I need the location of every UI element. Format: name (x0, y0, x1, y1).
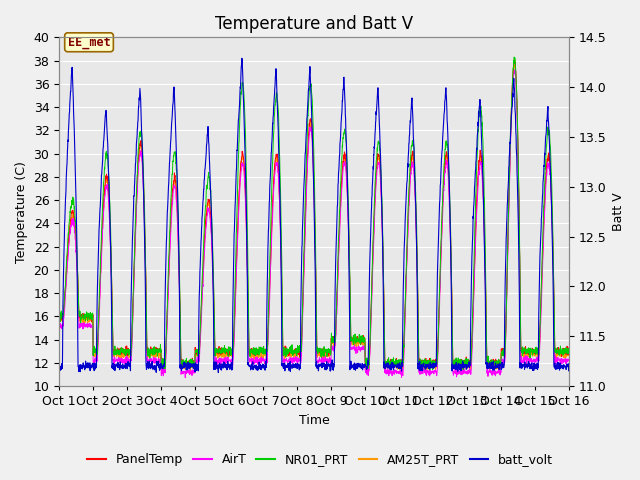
Y-axis label: Temperature (C): Temperature (C) (15, 161, 28, 263)
Title: Temperature and Batt V: Temperature and Batt V (215, 15, 413, 33)
Legend: PanelTemp, AirT, NR01_PRT, AM25T_PRT, batt_volt: PanelTemp, AirT, NR01_PRT, AM25T_PRT, ba… (82, 448, 558, 471)
X-axis label: Time: Time (299, 414, 330, 427)
Y-axis label: Batt V: Batt V (612, 192, 625, 231)
Text: EE_met: EE_met (68, 36, 110, 49)
